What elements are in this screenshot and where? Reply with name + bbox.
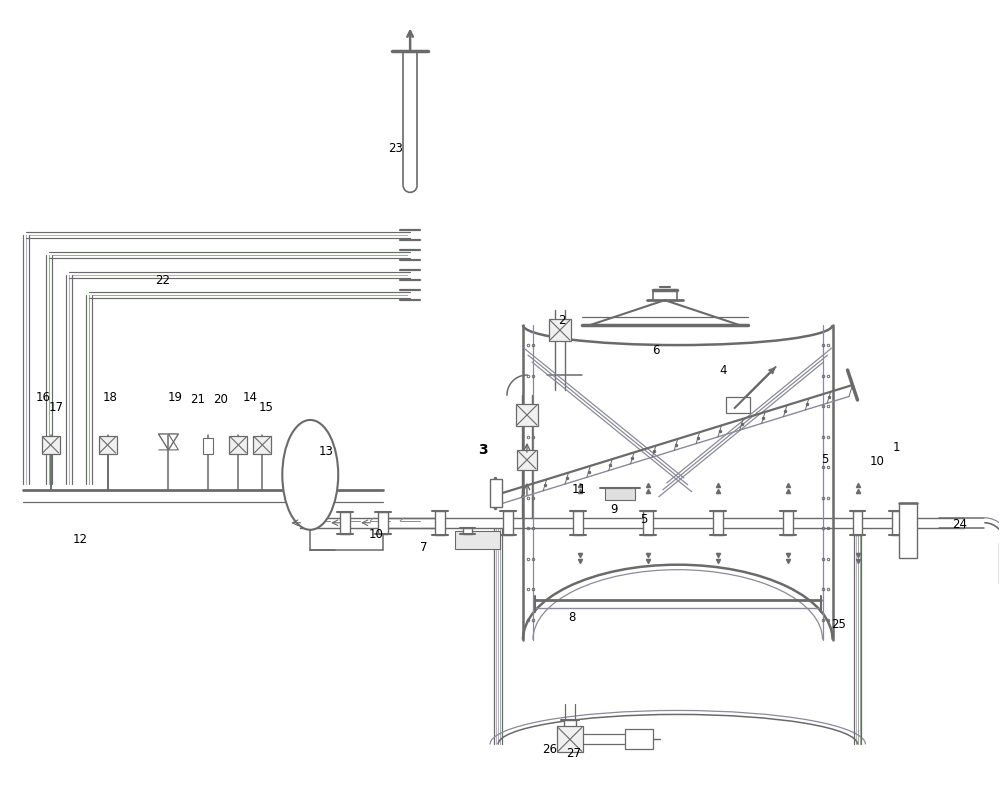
Bar — [557, 726, 583, 752]
Text: 12: 12 — [73, 533, 88, 547]
Text: 5: 5 — [822, 453, 829, 467]
Bar — [378, 512, 388, 534]
Text: 19: 19 — [167, 392, 182, 404]
Text: 14: 14 — [242, 392, 257, 404]
Text: 9: 9 — [610, 503, 617, 517]
Bar — [516, 404, 538, 426]
Text: 10: 10 — [869, 456, 884, 468]
Bar — [853, 511, 862, 535]
Bar — [899, 503, 917, 558]
Text: 25: 25 — [832, 618, 846, 631]
Text: 23: 23 — [388, 142, 403, 155]
Ellipse shape — [282, 420, 338, 530]
Bar — [99, 436, 117, 454]
Text: 5: 5 — [640, 513, 647, 526]
Bar — [517, 450, 537, 470]
Text: 8: 8 — [568, 611, 575, 624]
Text: 18: 18 — [103, 392, 117, 404]
Bar — [253, 436, 271, 454]
Text: 24: 24 — [952, 518, 967, 532]
Bar — [625, 729, 653, 749]
Bar — [203, 438, 213, 454]
Text: 20: 20 — [213, 393, 228, 407]
Bar — [892, 511, 902, 535]
Text: 21: 21 — [190, 393, 205, 407]
Text: 2: 2 — [558, 314, 565, 327]
Bar — [229, 436, 247, 454]
Bar — [726, 397, 750, 413]
Bar — [643, 511, 653, 535]
Text: 7: 7 — [420, 541, 428, 554]
Bar — [573, 511, 583, 535]
Bar — [503, 511, 513, 535]
Text: 13: 13 — [318, 445, 333, 459]
Bar — [605, 488, 635, 500]
Bar — [42, 436, 60, 454]
Text: 15: 15 — [258, 402, 273, 414]
Bar — [463, 528, 472, 534]
Bar — [564, 721, 576, 729]
Text: 16: 16 — [36, 392, 51, 404]
Text: 11: 11 — [572, 483, 587, 496]
Bar — [713, 511, 723, 535]
Text: 4: 4 — [720, 364, 727, 377]
Text: 3: 3 — [478, 443, 488, 457]
Bar — [783, 511, 793, 535]
Bar — [490, 479, 502, 507]
Bar — [455, 531, 500, 549]
Text: 6: 6 — [652, 343, 659, 357]
Text: 26: 26 — [542, 743, 557, 756]
Text: 17: 17 — [49, 402, 64, 414]
Text: 1: 1 — [892, 441, 900, 454]
Bar — [549, 319, 571, 341]
Text: 10: 10 — [368, 528, 383, 541]
Text: 27: 27 — [566, 747, 581, 760]
Text: 22: 22 — [155, 274, 170, 286]
Bar — [435, 511, 445, 535]
Bar — [340, 512, 350, 534]
